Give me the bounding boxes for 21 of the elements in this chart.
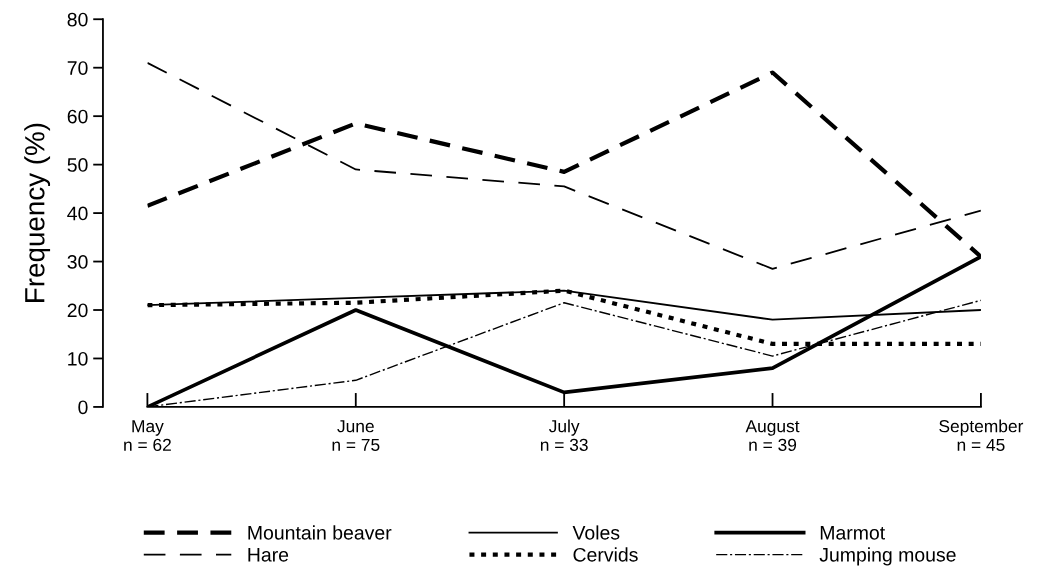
y-tick-label: 50 — [67, 158, 88, 172]
legend-label: Voles — [572, 525, 620, 540]
y-tick-label: 20 — [67, 303, 88, 318]
x-tick-label: May n = 62 — [124, 420, 171, 451]
y-tick-label: 30 — [67, 255, 88, 269]
y-tick-label: 70 — [67, 61, 88, 75]
legend-label: Hare — [248, 548, 289, 562]
y-tick-label: 40 — [67, 206, 88, 221]
legend-label: Mountain beaver — [248, 525, 392, 540]
legend-label: Jumping mouse — [819, 547, 956, 566]
y-tick-label: 80 — [67, 12, 88, 27]
y-axis-title: Frequency (%) — [24, 123, 51, 302]
legend-label: Cervids — [573, 547, 638, 562]
x-tick-label: July n = 33 — [540, 419, 588, 451]
legend-label: Marmot — [820, 526, 885, 540]
x-tick-label: August n = 39 — [745, 420, 800, 451]
y-tick-label: 0 — [78, 400, 88, 415]
y-tick-label: 60 — [67, 109, 88, 124]
x-tick-label: June n = 75 — [332, 420, 380, 451]
x-tick-label: September n = 45 — [939, 419, 1024, 451]
y-tick-label: 10 — [68, 351, 88, 366]
